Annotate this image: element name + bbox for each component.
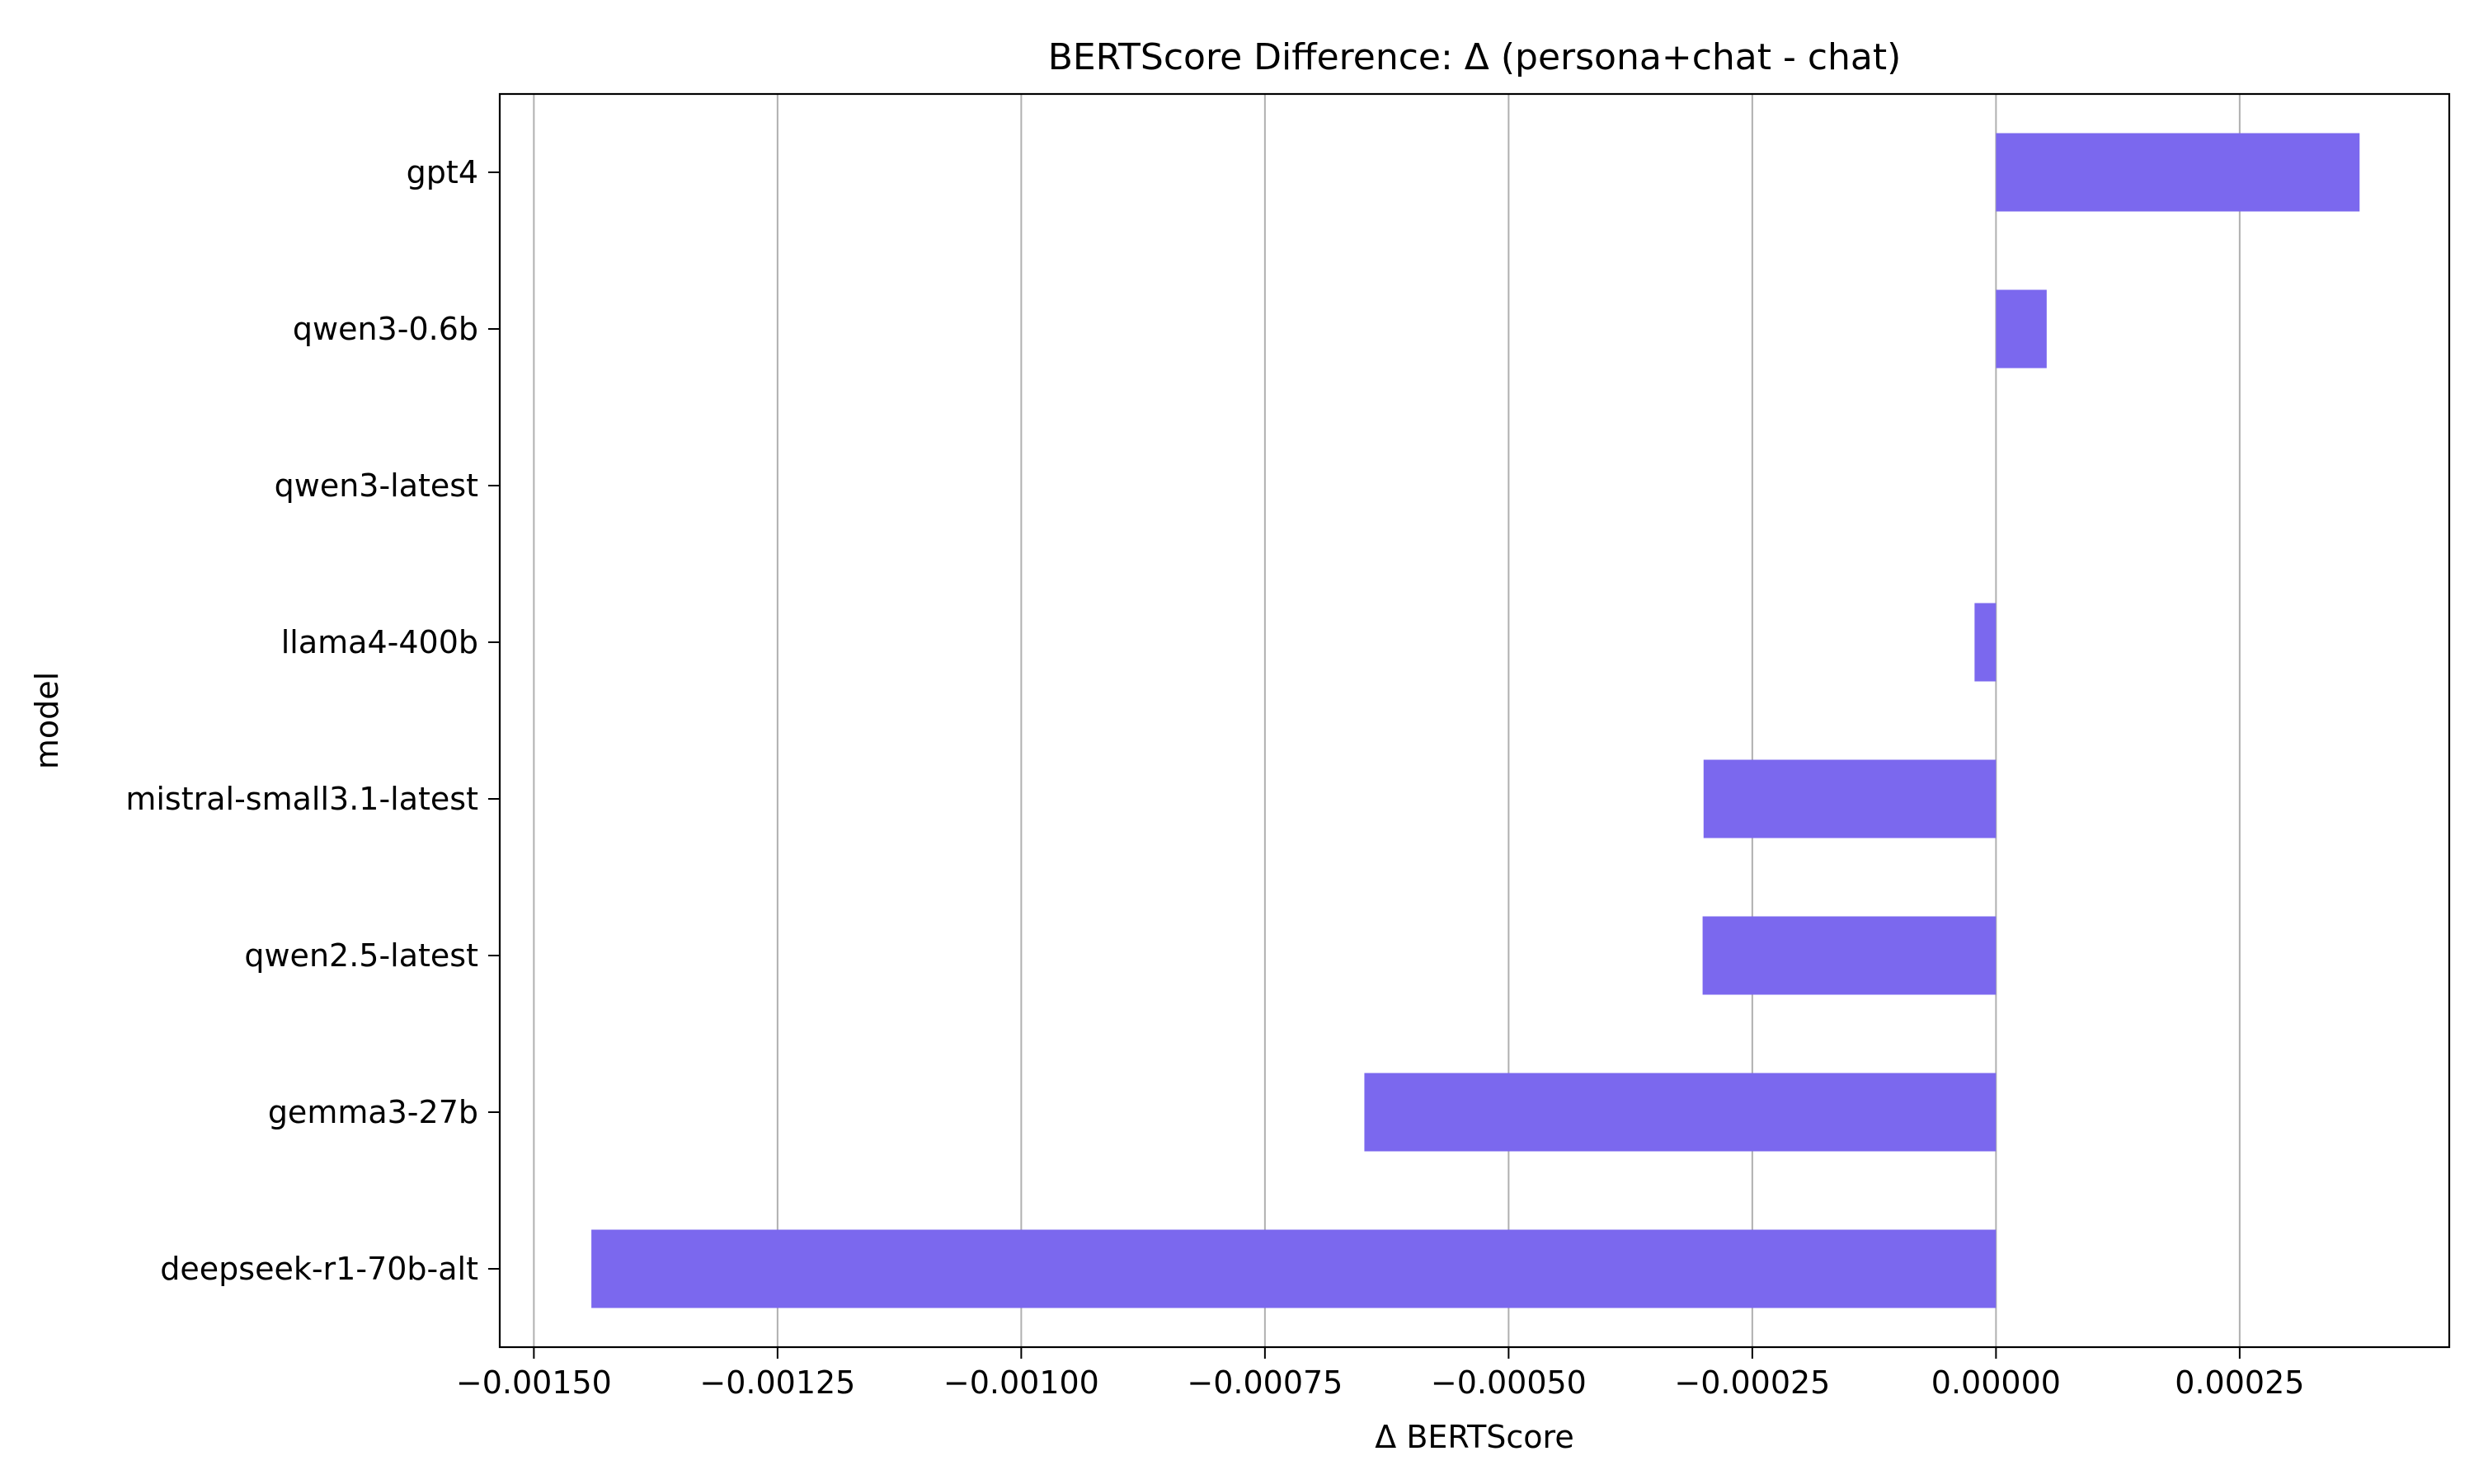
y-tick-label: mistral-small3.1-latest xyxy=(125,781,478,817)
x-tick-label: −0.00025 xyxy=(1674,1364,1830,1401)
y-axis-label: model xyxy=(29,672,65,769)
y-tick-label: gemma3-27b xyxy=(268,1094,478,1130)
tick-layer: −0.00150 −0.00125 −0.00100 −0.00075 −0.00050… xyxy=(125,154,2304,1401)
plot-frame xyxy=(498,92,2451,1349)
x-tick-label: −0.00075 xyxy=(1187,1364,1343,1401)
x-tick-label: −0.00050 xyxy=(1431,1364,1587,1401)
bar-qwen2.5-latest xyxy=(1702,916,1997,995)
x-tick-label: 0.00000 xyxy=(1931,1364,2061,1401)
x-tick-label: −0.00150 xyxy=(456,1364,612,1401)
bar-mistral-small3.1-latest xyxy=(1703,759,1997,838)
grid-layer xyxy=(533,94,2241,1347)
chart-title: BERTScore Difference: Δ (persona+chat - … xyxy=(1048,36,1902,78)
x-tick-label: 0.00025 xyxy=(2175,1364,2304,1401)
y-tick-label: gpt4 xyxy=(407,154,478,190)
y-tick-label: qwen2.5-latest xyxy=(244,937,478,974)
y-tick-label: qwen3-0.6b xyxy=(293,311,478,347)
bar-gemma3-27b xyxy=(1364,1073,1997,1152)
x-axis-label: Δ BERTScore xyxy=(1375,1419,1573,1455)
bar-gpt4 xyxy=(1996,133,2360,212)
bar-qwen3-0.6b xyxy=(1996,289,2047,369)
x-tick-label: −0.00100 xyxy=(943,1364,1099,1401)
bar-layer xyxy=(591,133,2360,1308)
y-tick-label: llama4-400b xyxy=(281,624,478,660)
y-tick-label: qwen3-latest xyxy=(275,467,478,504)
y-tick-label: deepseek-r1-70b-alt xyxy=(160,1251,478,1287)
bar-deepseek-r1-70b-alt xyxy=(591,1229,1997,1308)
x-tick-label: −0.00125 xyxy=(699,1364,855,1401)
bar-llama4-400b xyxy=(1974,603,1997,682)
